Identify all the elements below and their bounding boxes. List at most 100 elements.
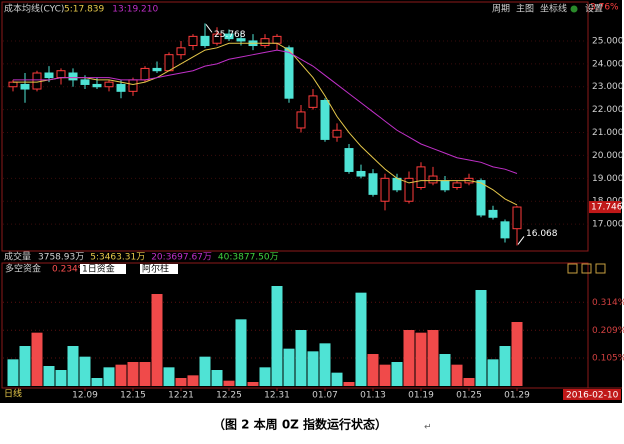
candle-body <box>260 38 270 47</box>
bar <box>487 359 499 386</box>
x-tick-label: 12.21 <box>168 391 194 401</box>
panel-button[interactable] <box>595 263 606 274</box>
y-tick-label: 0.314% <box>592 298 624 308</box>
candle-body <box>404 177 414 202</box>
dropdown-label[interactable]: 阿尔柱 <box>142 263 169 275</box>
y-tick-label: 19.000 <box>592 174 624 184</box>
bar <box>331 372 343 386</box>
bar <box>55 370 67 386</box>
candle-body <box>236 38 246 42</box>
candle-body <box>8 81 18 88</box>
candle-body <box>116 83 126 92</box>
x-tick-label: 01.07 <box>312 391 338 401</box>
bar <box>403 330 415 386</box>
candle-body <box>440 180 450 191</box>
bar <box>475 290 487 386</box>
toolbar-icon[interactable] <box>570 5 578 13</box>
bar <box>211 370 223 386</box>
bar <box>271 286 283 386</box>
candle-body <box>56 70 66 79</box>
volume-item: 3758.93万 <box>38 253 84 263</box>
candle-body <box>392 177 402 191</box>
bar <box>307 351 319 386</box>
bar <box>427 330 439 386</box>
candle-body <box>308 95 318 108</box>
x-tick-label: 12.09 <box>72 391 98 401</box>
candle-body <box>68 72 78 81</box>
bar <box>463 378 475 386</box>
chart-title: 成本均线(CYC) <box>4 3 64 15</box>
bar <box>259 367 271 386</box>
last-price-label: 17.746 <box>591 203 623 213</box>
candle-body <box>44 72 54 79</box>
bar <box>43 366 55 386</box>
candle-body <box>152 67 162 72</box>
candle-body <box>344 148 354 172</box>
candle-body <box>200 35 210 47</box>
y-tick-label: 20.000 <box>592 151 624 161</box>
bar <box>79 356 91 386</box>
dropdown-label[interactable]: 1日资金 <box>82 263 115 275</box>
candle-body <box>452 182 462 188</box>
annotation-label: 16.068 <box>526 229 558 239</box>
candle-body <box>428 175 438 184</box>
bar <box>355 292 367 386</box>
bar <box>319 343 331 386</box>
candle-body <box>188 35 198 47</box>
toolbar-item[interactable]: 设置 <box>585 4 603 15</box>
bar <box>367 354 379 386</box>
bar <box>439 354 451 386</box>
bar <box>175 378 187 386</box>
price-frame <box>1 1 589 252</box>
y-tick-label: 25.000 <box>592 36 624 46</box>
candle-body <box>140 67 150 81</box>
toolbar-item[interactable]: 主图 <box>516 3 534 15</box>
candle-body <box>80 79 90 85</box>
bar <box>115 364 127 386</box>
x-tick-label: 12.15 <box>120 391 146 401</box>
bar <box>187 375 199 386</box>
bar <box>451 364 463 386</box>
y-tick-label: 0.209% <box>592 326 624 336</box>
annotation-arrow <box>205 24 213 33</box>
y-tick-label: 21.000 <box>592 128 624 138</box>
y-tick-label: 17.000 <box>592 220 624 230</box>
period-label: 日线 <box>4 388 22 400</box>
bar <box>103 367 115 386</box>
candle-body <box>212 33 222 44</box>
ma-line <box>13 49 518 174</box>
indicator-title: 多空资金 <box>5 263 41 275</box>
x-tick-label: 01.19 <box>408 391 434 401</box>
ma-line <box>13 42 518 206</box>
bar <box>343 382 355 386</box>
legend-entry: 5:17.839 <box>64 5 105 15</box>
panel-button[interactable] <box>581 263 592 274</box>
candle-body <box>92 83 102 88</box>
candle-body <box>320 99 330 140</box>
x-tick-label: 12.25 <box>216 391 242 401</box>
y-tick-label: 23.000 <box>592 82 624 92</box>
last-price-box <box>589 201 621 214</box>
bar <box>499 346 511 386</box>
volume-item: 20:3697.67万 <box>151 253 212 263</box>
bar <box>247 382 259 386</box>
panel-button[interactable] <box>567 263 578 274</box>
annotation-label: 25.768 <box>214 30 246 40</box>
y-tick-label: 24.000 <box>592 59 624 69</box>
dropdown[interactable] <box>140 264 178 274</box>
y-tick-label: 0.105% <box>592 354 624 364</box>
bar <box>127 362 139 386</box>
caption: （图 2 本周 0Z 指数运行状态） <box>213 417 387 432</box>
top-label: 3.76% <box>590 3 619 13</box>
candle-body <box>332 129 342 138</box>
y-tick-label: 22.000 <box>592 105 624 115</box>
candle-body <box>128 79 138 92</box>
toolbar-item[interactable]: 坐标线 <box>540 3 567 15</box>
bar <box>379 364 391 386</box>
toolbar-item[interactable]: 周期 <box>492 4 510 15</box>
bar <box>7 359 19 386</box>
dropdown[interactable] <box>80 264 126 274</box>
candle-body <box>32 72 42 90</box>
